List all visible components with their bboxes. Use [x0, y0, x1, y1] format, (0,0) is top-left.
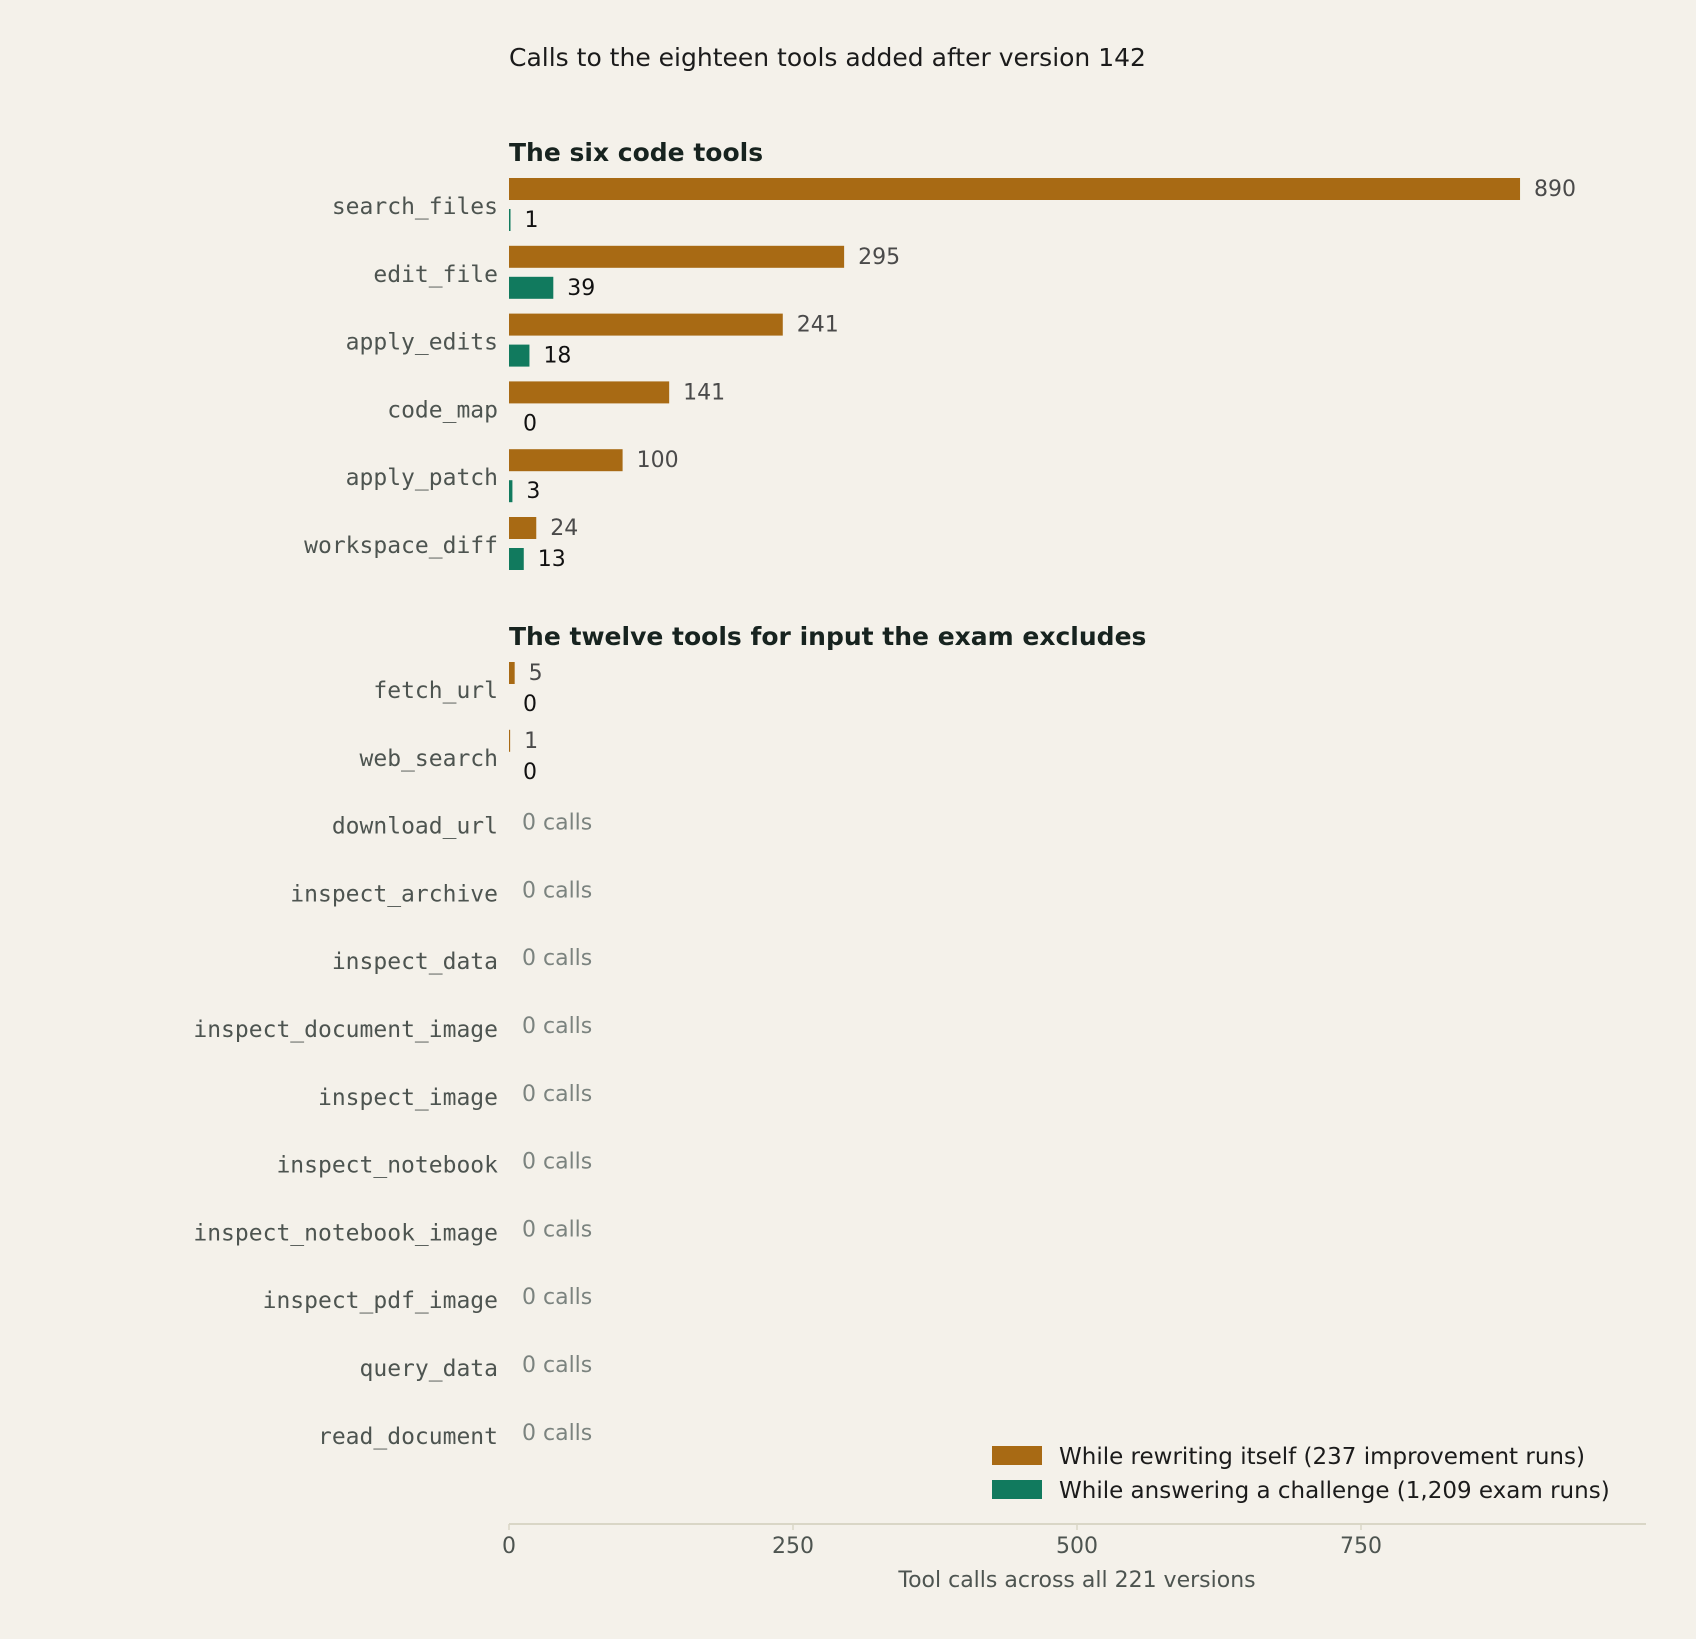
value-label-exam-search-files: 1 — [525, 208, 539, 233]
zero-calls-label-inspect-notebook-image: 0 calls — [522, 1217, 592, 1242]
bar-rewrite-search-files — [509, 178, 1521, 200]
bar-exam-apply-edits — [509, 344, 530, 367]
zero-calls-label-inspect-archive: 0 calls — [522, 878, 592, 903]
bar-rewrite-apply-edits — [509, 313, 783, 336]
legend-label-rewrite: While rewriting itself (237 improvement … — [1059, 1444, 1585, 1470]
category-label-inspect-pdf-image: inspect_pdf_image — [263, 1288, 498, 1314]
value-label-rewrite-web-search: 1 — [524, 729, 538, 754]
value-label-rewrite-fetch-url: 5 — [529, 661, 543, 686]
x-tick-label-500: 500 — [1056, 1534, 1098, 1559]
zero-calls-label-query-data: 0 calls — [522, 1353, 592, 1378]
bar-exam-search-files — [509, 209, 511, 231]
section-title: The six code tools — [509, 138, 763, 167]
zero-calls-label-inspect-notebook: 0 calls — [522, 1150, 592, 1175]
legend-swatch-rewrite — [992, 1446, 1042, 1465]
value-label-exam-web-search: 0 — [523, 760, 537, 785]
x-tick-label-0: 0 — [502, 1534, 516, 1559]
value-label-rewrite-apply-patch: 100 — [637, 448, 679, 473]
bar-exam-apply-patch — [509, 480, 513, 503]
x-axis-title: Tool calls across all 221 versions — [897, 1568, 1255, 1593]
bar-rewrite-web-search — [509, 729, 511, 752]
value-label-rewrite-apply-edits: 241 — [797, 313, 839, 338]
chart-title: Calls to the eighteen tools added after … — [509, 43, 1146, 72]
section-title: The twelve tools for input the exam excl… — [509, 622, 1146, 651]
category-label-search-files: search_files — [332, 194, 498, 220]
category-label-inspect-image: inspect_image — [318, 1085, 498, 1111]
value-label-exam-edit-file: 39 — [567, 276, 595, 301]
bar-rewrite-code-map — [509, 381, 670, 404]
category-label-apply-patch: apply_patch — [346, 465, 498, 491]
category-label-code-map: code_map — [387, 397, 498, 423]
bar-rewrite-apply-patch — [509, 449, 623, 472]
value-label-exam-workspace-diff: 13 — [538, 547, 566, 572]
x-tick-label-250: 250 — [772, 1534, 814, 1559]
value-label-rewrite-edit-file: 295 — [858, 245, 900, 270]
category-label-apply-edits: apply_edits — [346, 330, 498, 356]
x-tick-label-750: 750 — [1340, 1534, 1382, 1559]
value-label-rewrite-workspace-diff: 24 — [550, 516, 578, 541]
zero-calls-label-read-document: 0 calls — [522, 1421, 592, 1446]
bar-rewrite-workspace-diff — [509, 517, 537, 539]
x-axis-ticks: 0 250 500 750 — [502, 1524, 1382, 1559]
zero-calls-label-inspect-document-image: 0 calls — [522, 1014, 592, 1039]
category-label-edit-file: edit_file — [373, 262, 498, 288]
category-label-inspect-data: inspect_data — [332, 949, 498, 975]
category-label-inspect-notebook-image: inspect_notebook_image — [193, 1220, 498, 1246]
bar-rewrite-edit-file — [509, 245, 845, 268]
value-label-exam-apply-patch: 3 — [526, 479, 540, 504]
category-label-read-document: read_document — [318, 1424, 498, 1450]
category-label-web-search: web_search — [360, 746, 498, 772]
bars-layer: The six code tools search_files 890 1 edit_f… — [193, 138, 1576, 1450]
zero-calls-label-inspect-pdf-image: 0 calls — [522, 1285, 592, 1310]
legend-label-exam: While answering a challenge (1,209 exam … — [1059, 1478, 1610, 1504]
category-label-fetch-url: fetch_url — [373, 678, 498, 704]
value-label-exam-apply-edits: 18 — [543, 344, 571, 369]
value-label-exam-fetch-url: 0 — [523, 692, 537, 717]
bar-exam-edit-file — [509, 276, 554, 299]
zero-calls-label-download-url: 0 calls — [522, 811, 592, 836]
bar-rewrite-fetch-url — [509, 662, 515, 684]
category-label-inspect-archive: inspect_archive — [290, 881, 498, 907]
value-label-rewrite-search-files: 890 — [1534, 177, 1576, 202]
zero-calls-label-inspect-data: 0 calls — [522, 946, 592, 971]
category-label-download-url: download_url — [332, 814, 498, 840]
value-label-rewrite-code-map: 141 — [683, 380, 725, 405]
zero-calls-label-inspect-image: 0 calls — [522, 1082, 592, 1107]
legend: While rewriting itself (237 improvement … — [992, 1444, 1610, 1504]
legend-swatch-exam — [992, 1480, 1042, 1499]
category-label-inspect-notebook: inspect_notebook — [276, 1153, 498, 1179]
category-label-inspect-document-image: inspect_document_image — [193, 1017, 498, 1043]
category-label-workspace-diff: workspace_diff — [304, 533, 498, 559]
bar-exam-workspace-diff — [509, 548, 524, 570]
category-label-query-data: query_data — [360, 1356, 498, 1382]
value-label-exam-code-map: 0 — [523, 411, 537, 436]
